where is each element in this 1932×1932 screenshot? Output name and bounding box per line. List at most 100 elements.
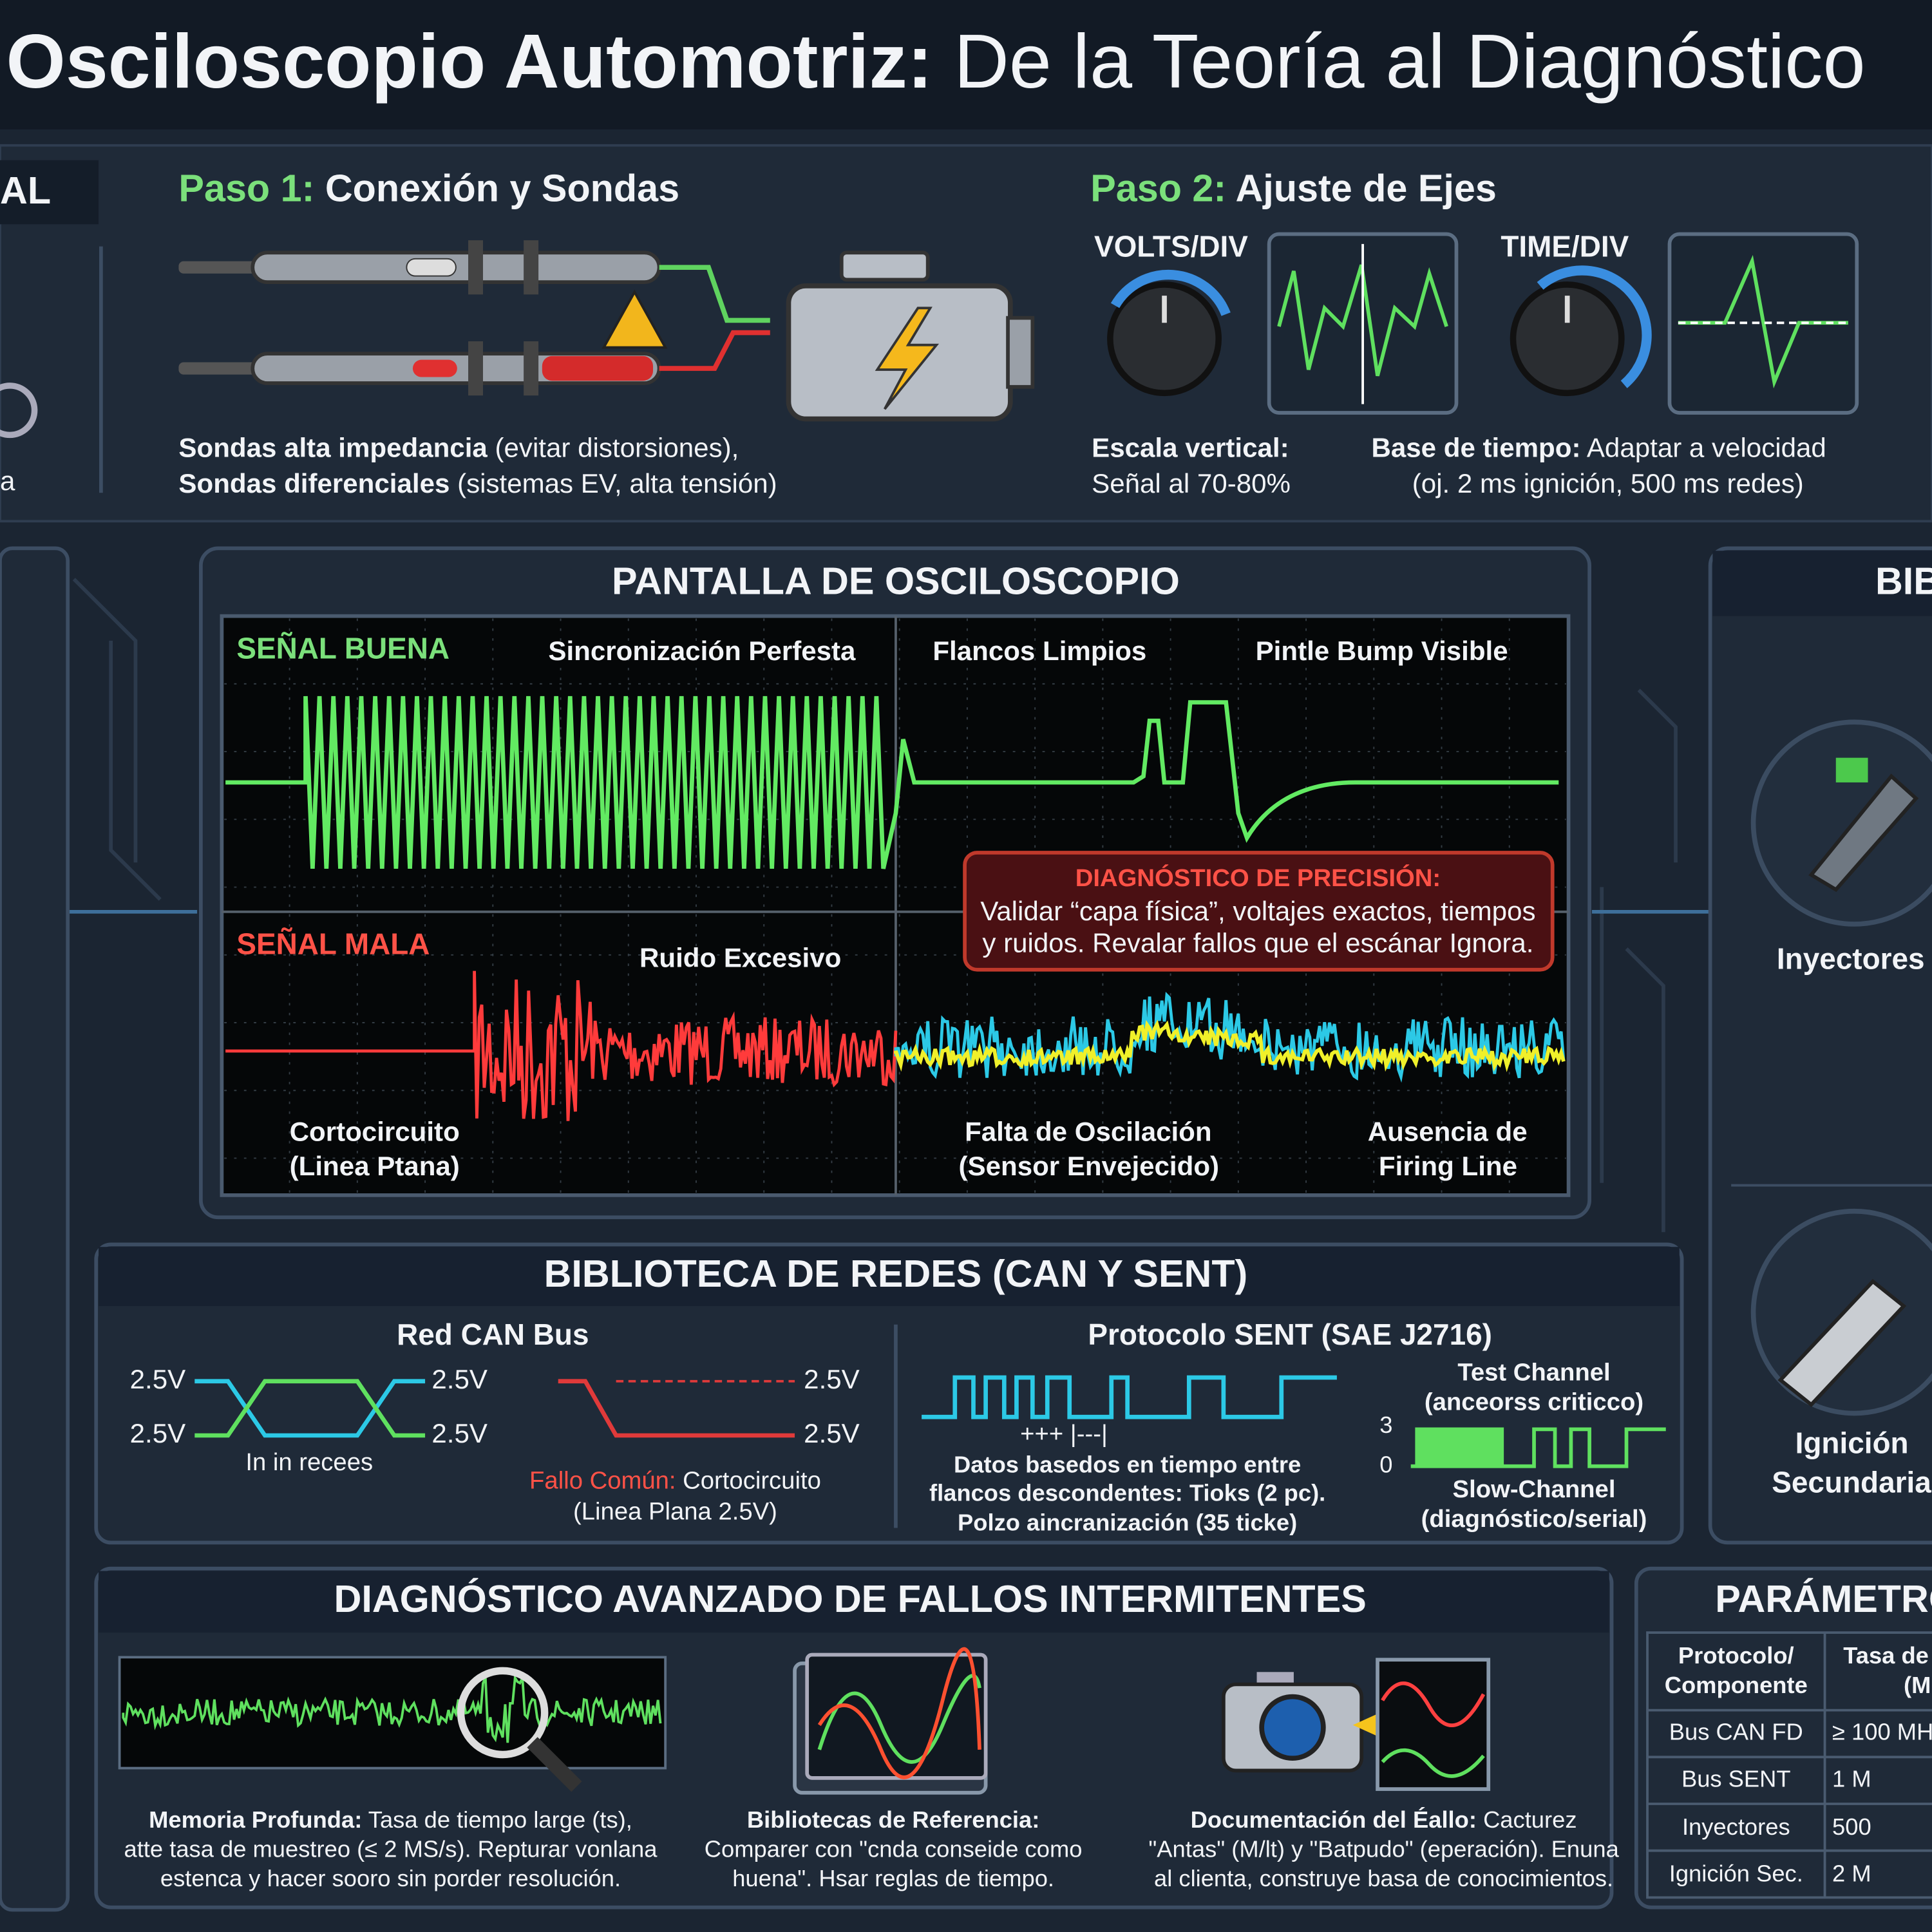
label-part: Ajuste de Ejes	[1226, 166, 1497, 209]
label: TIME/DIV	[1501, 230, 1629, 263]
label: (Linea Plana 2.5V)	[573, 1498, 777, 1526]
label-part: Sondas diferenciales	[178, 468, 450, 498]
label-part: Cortocircuito	[676, 1467, 821, 1495]
label: Tasa de	[1843, 1642, 1929, 1669]
sent-waveform	[922, 1375, 1337, 1419]
label: Escala vertical:	[1092, 432, 1289, 462]
label-part: Bibliotecas de Referencia:	[747, 1806, 1039, 1832]
reference-icon	[793, 1647, 988, 1795]
label: (M	[1904, 1672, 1931, 1698]
left-tab	[0, 160, 99, 225]
label: VOLTS/DIV	[1094, 230, 1248, 263]
label: Polzo aincranización (35 ticke)	[958, 1509, 1297, 1535]
label: Falta de Oscilación	[965, 1116, 1212, 1146]
label: Sincronización Perfesta	[548, 636, 856, 666]
label-part: Memoria Profunda:	[149, 1806, 362, 1832]
label: Test Channel	[1457, 1358, 1610, 1386]
label: 500	[1832, 1814, 1871, 1840]
label-part: (sistemas EV, alta tensión)	[450, 468, 777, 498]
flat-waveform	[894, 1019, 1566, 1072]
spark-plug	[1777, 1278, 1907, 1408]
deep-memory-wave	[122, 1673, 662, 1743]
label: Bibliotecas de Referencia:	[747, 1806, 1039, 1832]
panel-title: PANTALLA DE OSCILOSCOPIO	[612, 560, 1180, 603]
label: Documentación del Éallo: Cacturez	[1191, 1806, 1577, 1832]
panel-band	[99, 1571, 1609, 1633]
label: Inyectores	[1682, 1814, 1790, 1840]
label-part: Adaptar a velocidad	[1580, 432, 1826, 462]
camera-icon	[1222, 1658, 1491, 1791]
injector-band	[1835, 757, 1868, 782]
label: y ruidos. Revalar fallos que el escánar …	[982, 928, 1533, 958]
label-part: (evitar distorsiones),	[488, 432, 739, 462]
injector	[1808, 773, 1919, 893]
label: ≥ 100 MH	[1832, 1719, 1932, 1745]
label: Bus CAN FD	[1669, 1719, 1803, 1745]
label: 2.5V	[130, 1418, 186, 1448]
label: Protocolo/	[1678, 1642, 1794, 1669]
panel-title: BIB	[1875, 560, 1932, 603]
label: 2 M	[1832, 1861, 1871, 1887]
slow-waveform	[1410, 1427, 1666, 1468]
panel-title: DIAGNÓSTICO AVANZADO DE FALLOS INTERMITE…	[334, 1577, 1367, 1620]
label: 2.5V	[804, 1364, 860, 1394]
label: 2.5V	[804, 1418, 860, 1448]
probes	[178, 240, 770, 396]
label: 1 M	[1832, 1765, 1871, 1792]
label: (anceorss criticco)	[1425, 1388, 1643, 1416]
label-part: Paso 2:	[1090, 166, 1226, 209]
label: atte tasa de muestreo (≤ 2 MS/s). Reptur…	[124, 1835, 658, 1862]
label: Red CAN Bus	[397, 1318, 589, 1351]
mini-screens	[1267, 232, 1859, 415]
label: Datos basedos en tiempo entre	[954, 1451, 1301, 1477]
label: Flancos Limpios	[933, 636, 1146, 666]
label: SEÑAL BUENA	[236, 631, 450, 665]
good-waveform	[225, 696, 1559, 869]
label: 3	[1379, 1412, 1392, 1438]
label: AL	[0, 169, 51, 212]
label-part: Paso 1:	[178, 166, 314, 209]
label: Ruido Excesivo	[639, 943, 841, 973]
label: +++ |---|	[1020, 1420, 1108, 1448]
header-band	[0, 0, 1932, 129]
label: Secundaria	[1772, 1466, 1931, 1499]
label-part: Cacturez	[1477, 1806, 1577, 1832]
label: In in recees	[245, 1448, 373, 1476]
label: Sondas diferenciales (sistemas EV, alta …	[178, 468, 777, 498]
label-part: Sondas alta impedancia	[178, 432, 488, 462]
diag-box	[963, 851, 1555, 972]
label: (Linea Ptana)	[290, 1151, 460, 1181]
engine-icon	[786, 251, 1035, 422]
label: Firing Line	[1379, 1151, 1517, 1181]
label-part: Conexión y Sondas	[314, 166, 679, 209]
label: Bus SENT	[1681, 1765, 1791, 1792]
label: Ignición	[1795, 1426, 1909, 1459]
label: Fallo Común: Cortocircuito	[529, 1467, 821, 1495]
label-part: De la Teoría al Diagnóstico	[933, 20, 1865, 105]
bad-waveform	[225, 971, 898, 1121]
label: Cortocircuito	[290, 1116, 460, 1146]
panel-band	[99, 1247, 1680, 1307]
label: DIAGNÓSTICO DE PRECISIÓN:	[1075, 864, 1441, 892]
networks-panel	[94, 1242, 1684, 1545]
label: (diagnóstico/serial)	[1421, 1505, 1647, 1533]
panel-title: BIBLIOTECA DE REDES (CAN Y SENT)	[544, 1252, 1248, 1295]
label: 2.5V	[130, 1364, 186, 1394]
icon	[0, 383, 38, 439]
label: (oj. 2 ms ignición, 500 ms redes)	[1412, 468, 1804, 498]
label: "Antas" (M/lt) y "Batpudo" (eperación). …	[1148, 1835, 1619, 1862]
can-waveform	[194, 1379, 795, 1438]
label: Sondas alta impedancia (evitar distorsio…	[178, 432, 739, 462]
label-part: Tasa de tiempo large (ts),	[362, 1806, 632, 1832]
left-panel	[0, 546, 70, 1912]
label-part: Osciloscopio Automotriz:	[6, 20, 933, 105]
label: Slow-Channel	[1453, 1475, 1616, 1503]
label: flancos descondentes: Tioks (2 pc).	[929, 1479, 1325, 1506]
label: Componente	[1665, 1672, 1808, 1698]
knobs	[1107, 265, 1652, 397]
label: Base de tiempo: Adaptar a velocidad	[1371, 432, 1826, 462]
label: (Sensor Envejecido)	[959, 1151, 1220, 1181]
label: Inyectores	[1777, 942, 1925, 975]
label: Protocolo SENT (SAE J2716)	[1088, 1318, 1492, 1351]
label-part: Fallo Común:	[529, 1467, 676, 1495]
